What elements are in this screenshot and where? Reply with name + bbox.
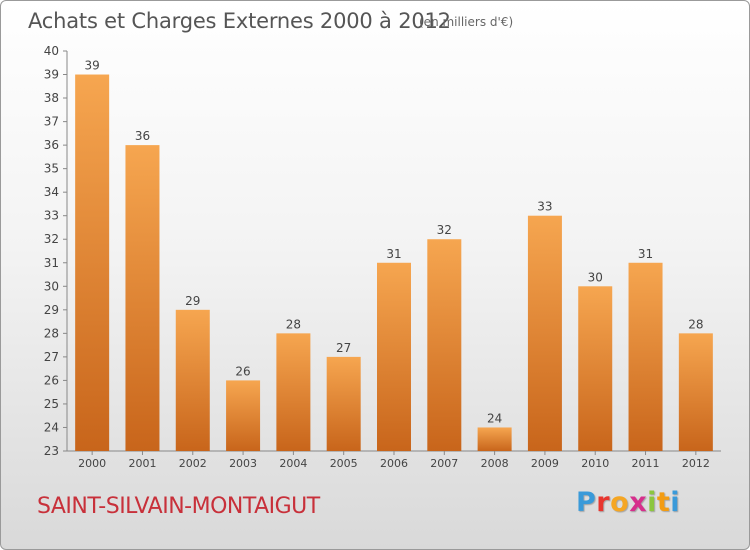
y-tick-label: 23 bbox=[44, 444, 59, 458]
y-tick-label: 33 bbox=[44, 209, 59, 223]
x-tick-label: 2011 bbox=[632, 457, 660, 470]
bar bbox=[678, 333, 713, 451]
logo-letter: i bbox=[670, 487, 681, 518]
y-tick-label: 25 bbox=[44, 397, 59, 411]
y-tick-label: 35 bbox=[44, 162, 59, 176]
proxiti-logo[interactable]: Proxiti bbox=[576, 487, 680, 518]
bar bbox=[578, 286, 613, 451]
bar-value-label: 36 bbox=[135, 129, 150, 143]
x-tick-label: 2009 bbox=[531, 457, 559, 470]
y-tick-label: 29 bbox=[44, 303, 59, 317]
bar-value-label: 26 bbox=[235, 364, 250, 378]
x-tick-label: 2010 bbox=[581, 457, 609, 470]
bar-value-label: 27 bbox=[336, 341, 351, 355]
y-tick-label: 31 bbox=[44, 256, 59, 270]
bar-value-label: 33 bbox=[537, 200, 552, 214]
y-tick-label: 26 bbox=[44, 373, 59, 387]
bar bbox=[427, 239, 462, 451]
y-tick-label: 40 bbox=[44, 44, 59, 58]
bar-value-label: 29 bbox=[185, 294, 200, 308]
x-tick-label: 2012 bbox=[682, 457, 710, 470]
bar-value-label: 30 bbox=[588, 270, 603, 284]
y-tick-label: 30 bbox=[44, 279, 59, 293]
bar-value-label: 31 bbox=[638, 247, 653, 261]
logo-letter: P bbox=[576, 487, 597, 518]
bar-value-label: 32 bbox=[437, 223, 452, 237]
chart-title: Achats et Charges Externes 2000 à 2012 bbox=[28, 9, 451, 33]
logo-letter: x bbox=[629, 487, 648, 518]
logo-letter: r bbox=[596, 487, 611, 518]
x-tick-label: 2004 bbox=[279, 457, 307, 470]
y-tick-label: 27 bbox=[44, 350, 59, 364]
x-tick-label: 2002 bbox=[179, 457, 207, 470]
chart-subtitle: (en milliers d'€) bbox=[419, 15, 514, 29]
y-tick-label: 28 bbox=[44, 326, 59, 340]
bar bbox=[276, 333, 311, 451]
logo-letter: t bbox=[656, 487, 671, 518]
bar bbox=[628, 262, 663, 451]
x-tick-label: 2008 bbox=[481, 457, 509, 470]
x-tick-label: 2005 bbox=[330, 457, 358, 470]
bar bbox=[175, 309, 210, 451]
bar bbox=[326, 356, 361, 451]
x-tick-label: 2001 bbox=[128, 457, 156, 470]
x-tick-label: 2000 bbox=[78, 457, 106, 470]
y-tick-label: 37 bbox=[44, 115, 59, 129]
bar-value-label: 31 bbox=[386, 247, 401, 261]
y-tick-label: 34 bbox=[44, 185, 59, 199]
bar bbox=[527, 215, 562, 451]
bar bbox=[377, 262, 411, 451]
bar-value-label: 24 bbox=[487, 411, 502, 425]
bar-value-label: 39 bbox=[85, 59, 100, 73]
bar bbox=[75, 74, 110, 451]
bar bbox=[125, 145, 160, 451]
x-tick-label: 2006 bbox=[380, 457, 408, 470]
y-tick-label: 38 bbox=[44, 91, 59, 105]
y-tick-label: 24 bbox=[44, 420, 59, 434]
x-tick-label: 2007 bbox=[430, 457, 458, 470]
bar bbox=[477, 427, 512, 451]
bar-value-label: 28 bbox=[286, 317, 301, 331]
y-tick-label: 32 bbox=[44, 232, 59, 246]
y-tick-label: 36 bbox=[44, 138, 59, 152]
logo-letter: o bbox=[610, 487, 630, 518]
bar-value-label: 28 bbox=[688, 317, 703, 331]
town-name: SAINT-SILVAIN-MONTAIGUT bbox=[37, 494, 320, 519]
logo-letter: i bbox=[647, 487, 657, 518]
bar bbox=[226, 380, 261, 451]
y-tick-label: 39 bbox=[44, 68, 59, 82]
x-tick-label: 2003 bbox=[229, 457, 257, 470]
